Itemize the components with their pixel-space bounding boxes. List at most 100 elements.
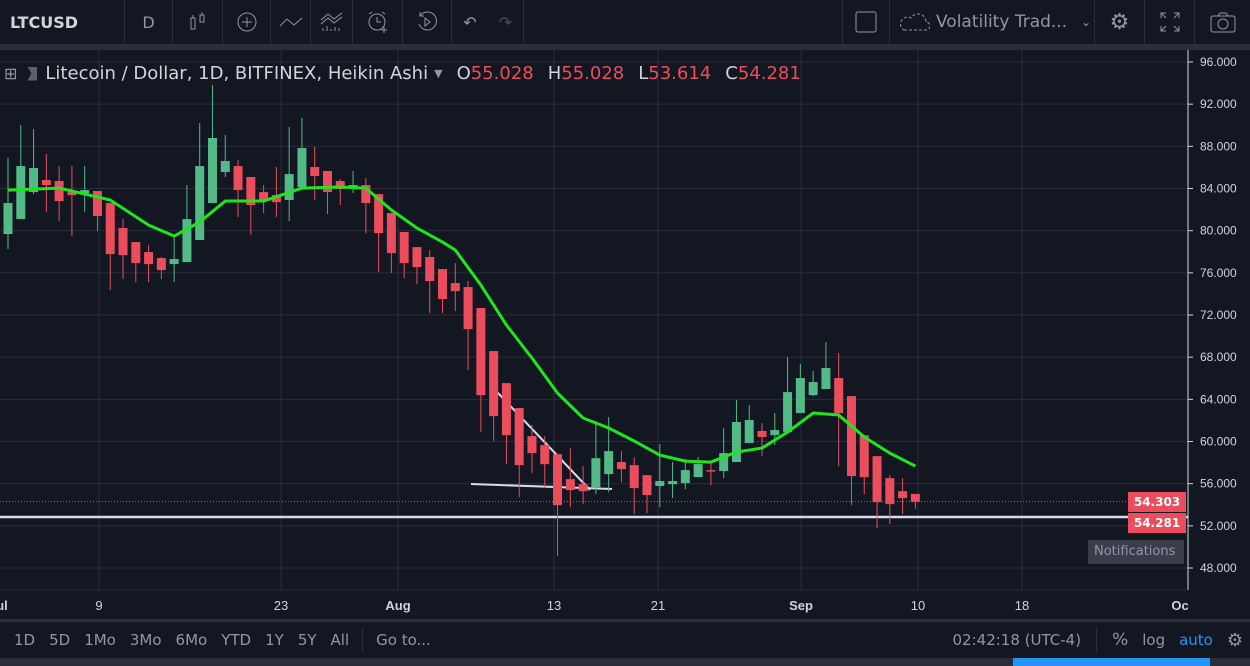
goto-button[interactable]: Go to...	[376, 631, 431, 649]
candle-body	[412, 247, 422, 268]
candle-body	[131, 242, 141, 264]
y-tick-label: 56.000	[1200, 477, 1237, 491]
trend-line-drawing[interactable]	[470, 483, 613, 490]
settings-button[interactable]: ⚙	[1095, 0, 1145, 44]
trend-line-drawing[interactable]	[496, 391, 591, 491]
replay-button[interactable]	[403, 0, 452, 44]
financials-button[interactable]	[311, 0, 353, 44]
candle-body	[323, 171, 332, 193]
range-button-6mo[interactable]: 6Mo	[175, 631, 208, 649]
bottom-toolbar: 1D 5D 1Mo 3Mo 6Mo YTD 1Y 5Y All Go to... 02:42:1…	[0, 622, 1250, 658]
flag-icon[interactable]	[27, 66, 38, 81]
candle-body	[386, 213, 396, 254]
layout-button[interactable]	[842, 0, 890, 44]
chart-type-button[interactable]	[173, 0, 223, 44]
gear-icon[interactable]: ⚙	[1226, 629, 1243, 651]
range-button-5y[interactable]: 5Y	[297, 631, 317, 649]
bottom-divider	[0, 619, 1250, 622]
x-tick-label: 13	[547, 598, 561, 613]
plot-area	[0, 50, 1188, 590]
candle-body	[476, 308, 486, 396]
expand-icon[interactable]: ⊞	[4, 64, 18, 83]
alarm-clock-icon	[368, 11, 387, 33]
caret-down-icon[interactable]: ▼	[434, 67, 443, 80]
compare-button[interactable]	[223, 0, 271, 44]
close-label: C	[725, 63, 738, 84]
candle-body	[859, 435, 869, 478]
candle-body	[757, 430, 767, 437]
line-price-label: 54.281	[1128, 513, 1186, 533]
fullscreen-button[interactable]	[1145, 0, 1195, 44]
candle-body	[680, 470, 690, 484]
range-button-all[interactable]: All	[330, 631, 350, 649]
candle-body	[846, 396, 856, 477]
alert-button[interactable]	[353, 0, 403, 44]
candle-body	[489, 351, 499, 417]
candle-body	[693, 464, 703, 478]
range-button-1mo[interactable]: 1Mo	[84, 631, 116, 649]
divider	[362, 627, 364, 653]
candle-body	[105, 203, 115, 255]
candle-body	[514, 408, 524, 466]
indicators-button[interactable]	[271, 0, 311, 44]
candle-body	[872, 456, 882, 503]
redo-button[interactable]: ↷	[488, 0, 524, 44]
snapshot-button[interactable]	[1195, 0, 1250, 44]
x-tick-label: 18	[1015, 598, 1029, 613]
candle-body	[144, 252, 154, 265]
chart-lines-icon	[320, 12, 342, 31]
percent-toggle[interactable]: %	[1112, 630, 1129, 650]
candle-body	[182, 219, 192, 263]
candle-body	[821, 368, 831, 390]
square-icon	[855, 11, 877, 33]
candle-body	[259, 192, 269, 202]
top-toolbar: LTCUSD D ↶ ↷ Volatility Trad... ⌄ ⚙	[0, 0, 1250, 44]
notifications-tooltip[interactable]: Notifications	[1088, 540, 1184, 564]
candle-body	[629, 465, 639, 489]
candle-body	[41, 180, 51, 186]
candle-body	[642, 475, 652, 496]
footer-tab-highlight[interactable]	[1013, 658, 1210, 666]
open-value: 55.028	[470, 63, 534, 84]
candle-body	[668, 481, 678, 485]
undo-button[interactable]: ↶	[452, 0, 488, 44]
toolbar-divider	[0, 44, 1250, 50]
price-chart[interactable]: 96.000 92.000 88.000 84.000 80.000 76.000 72.0…	[0, 50, 1250, 620]
range-button-1y[interactable]: 1Y	[265, 631, 284, 649]
candle-body	[808, 382, 818, 396]
high-label: H	[547, 63, 562, 84]
candle-body	[501, 383, 511, 436]
range-button-ytd[interactable]: YTD	[221, 631, 252, 649]
clock-time[interactable]: 02:42:18 (UTC-4)	[952, 631, 1082, 649]
series-title[interactable]: Litecoin / Dollar, 1D, BITFINEX, Heikin …	[45, 63, 429, 84]
range-button-3mo[interactable]: 3Mo	[129, 631, 162, 649]
log-toggle[interactable]: log	[1142, 631, 1166, 649]
candle-body	[361, 185, 371, 204]
y-tick-label: 68.000	[1200, 350, 1237, 364]
range-button-1d[interactable]: 1D	[14, 631, 36, 649]
auto-toggle[interactable]: auto	[1179, 631, 1213, 649]
candle-body	[591, 458, 601, 488]
candle-body	[118, 228, 128, 256]
x-tick-label: ul	[0, 598, 8, 613]
candle-body	[910, 493, 920, 502]
candle-body	[425, 257, 435, 282]
candle-body	[783, 392, 793, 433]
candle-body	[271, 195, 281, 203]
candle-body	[374, 194, 384, 234]
divider	[1096, 627, 1098, 653]
candle-body	[616, 462, 626, 470]
interval-button[interactable]: D	[125, 0, 173, 44]
symbol-search[interactable]: LTCUSD	[0, 0, 125, 44]
last-price-label: 54.303	[1128, 492, 1186, 512]
wave-icon	[279, 17, 302, 27]
y-tick-label: 64.000	[1200, 392, 1237, 406]
y-tick-label: 96.000	[1200, 55, 1237, 69]
x-tick-label: Oc	[1171, 598, 1188, 613]
candle-body	[744, 420, 754, 443]
candle-body	[719, 453, 729, 472]
candle-body	[297, 148, 307, 188]
candle-body	[527, 436, 537, 454]
range-button-5d[interactable]: 5D	[49, 631, 71, 649]
indicator-template-dropdown[interactable]: Volatility Trad... ⌄	[890, 0, 1095, 44]
